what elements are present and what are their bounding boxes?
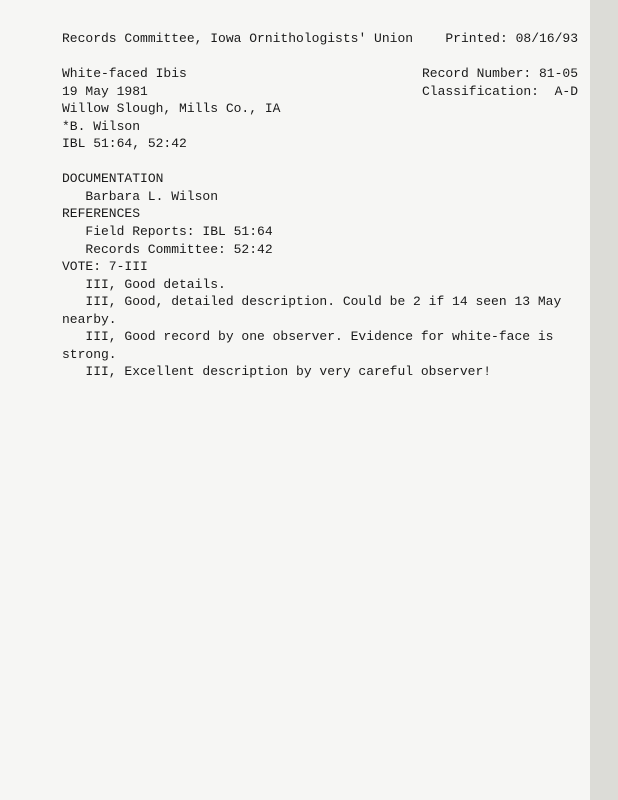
references-heading: REFERENCES: [62, 205, 578, 223]
classification: Classification: A-D: [422, 83, 578, 101]
observer: *B. Wilson: [62, 118, 578, 136]
documentation-name: Barbara L. Wilson: [62, 188, 578, 206]
printed-date: Printed: 08/16/93: [445, 30, 578, 48]
species: White-faced Ibis: [62, 65, 187, 83]
document-page: Records Committee, Iowa Ornithologists' …: [0, 0, 618, 800]
blank-line: [62, 153, 578, 171]
ibl-ref: IBL 51:64, 52:42: [62, 135, 578, 153]
species-row: White-faced Ibis Record Number: 81-05: [62, 65, 578, 83]
record-number: Record Number: 81-05: [422, 65, 578, 83]
org-name: Records Committee, Iowa Ornithologists' …: [62, 30, 413, 48]
vote-line: III, Good, detailed description. Could b…: [62, 293, 578, 311]
date-row: 19 May 1981 Classification: A-D: [62, 83, 578, 101]
vote-line: III, Good details.: [62, 276, 578, 294]
header-row: Records Committee, Iowa Ornithologists' …: [62, 30, 578, 48]
blank-line: [62, 48, 578, 66]
vote-line-wrap: strong.: [62, 346, 578, 364]
vote-line-wrap: nearby.: [62, 311, 578, 329]
reference-line: Field Reports: IBL 51:64: [62, 223, 578, 241]
sighting-date: 19 May 1981: [62, 83, 148, 101]
reference-line: Records Committee: 52:42: [62, 241, 578, 259]
location: Willow Slough, Mills Co., IA: [62, 100, 578, 118]
documentation-heading: DOCUMENTATION: [62, 170, 578, 188]
vote-heading: VOTE: 7-III: [62, 258, 578, 276]
vote-line: III, Good record by one observer. Eviden…: [62, 328, 578, 346]
vote-line: III, Excellent description by very caref…: [62, 363, 578, 381]
